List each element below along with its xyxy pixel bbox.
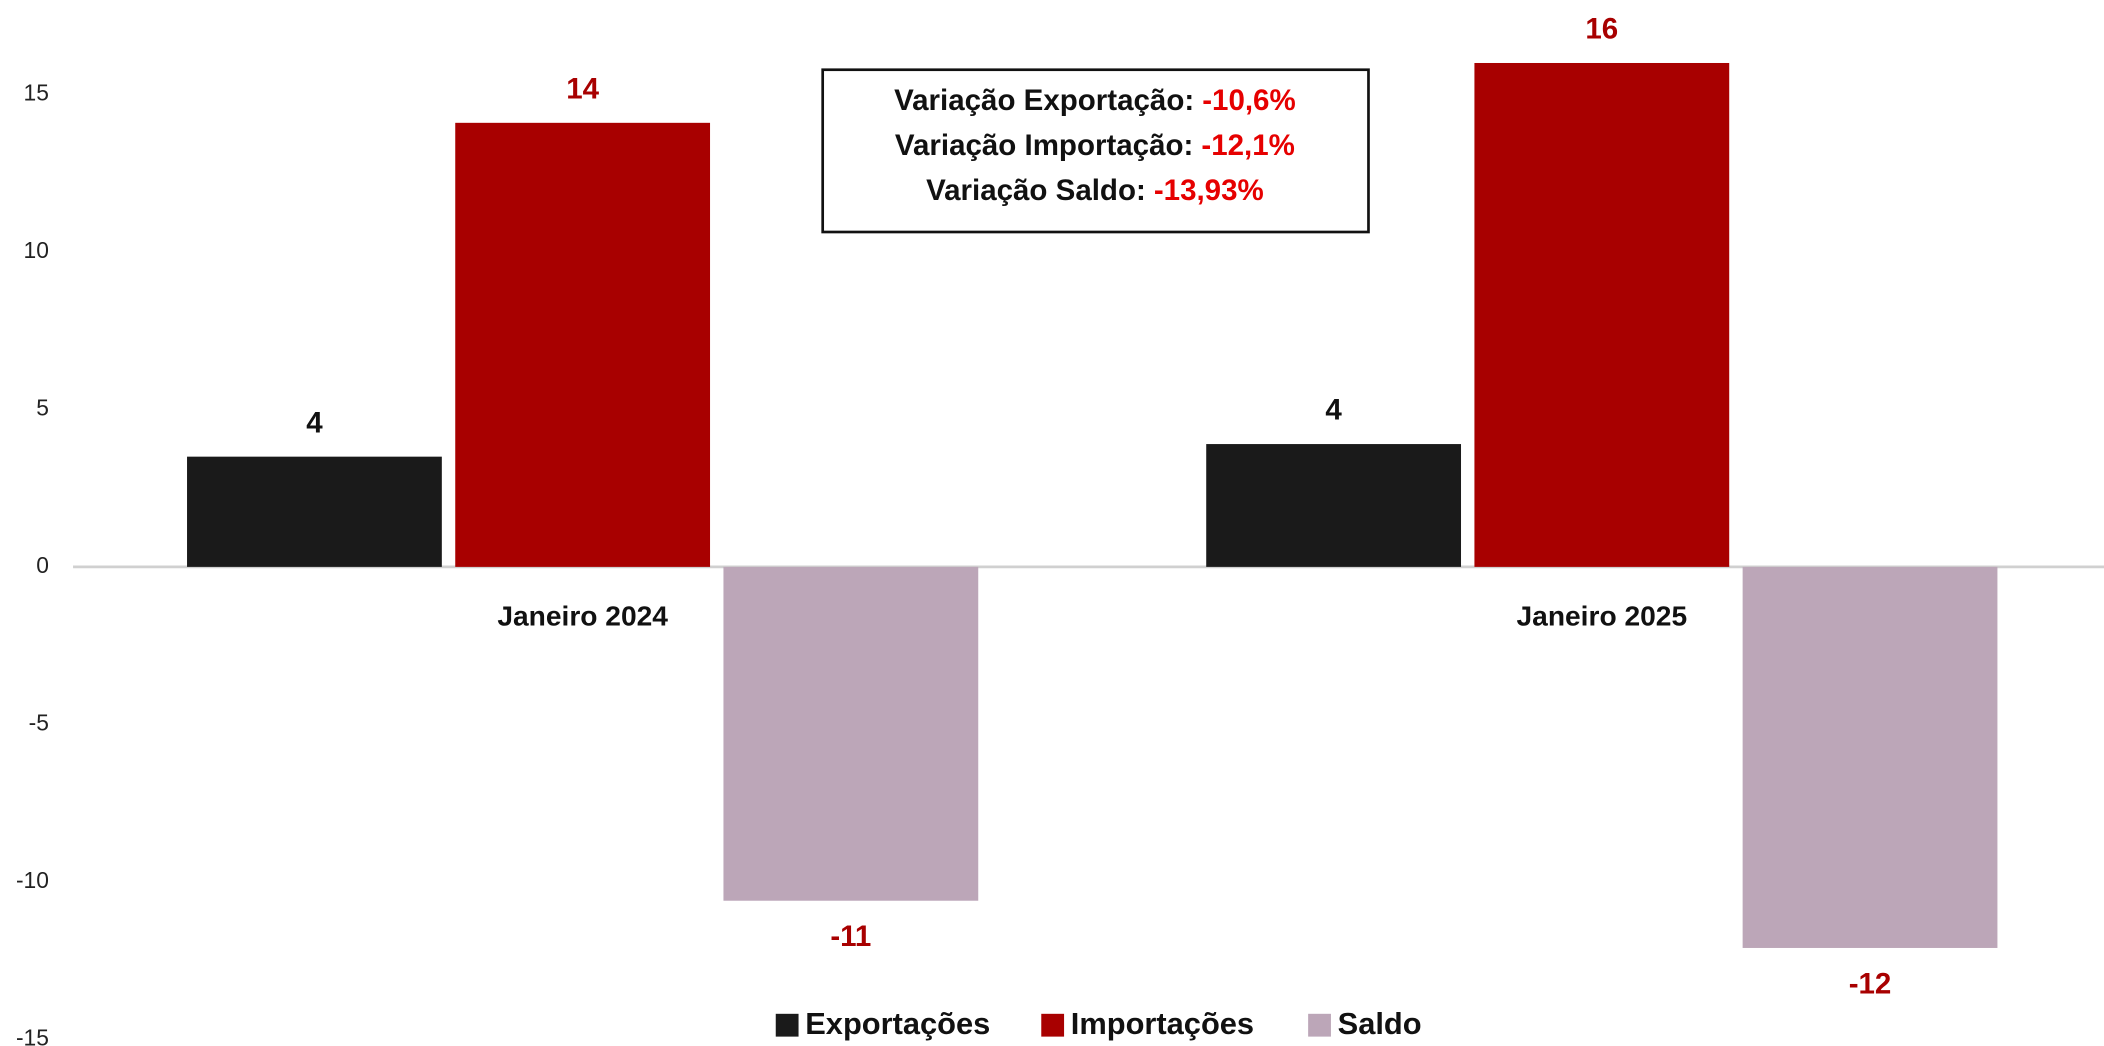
bar [723,566,979,901]
y-tick-label: 15 [24,79,49,105]
y-tick-label: 5 [36,394,49,420]
annotation-label: Variação Exportação: [894,84,1194,117]
data-label: -12 [1849,967,1892,1000]
annotation: Variação Exportação: -10,6% [894,84,1296,117]
data-label: 16 [1585,13,1618,46]
annotation-value: -12,1% [1201,129,1294,162]
legend-label: Saldo [1338,1006,1422,1041]
bar [1206,444,1462,567]
y-tick-label: -5 [29,709,49,735]
data-label: 14 [566,72,599,105]
y-tick-label: -10 [16,867,49,893]
annotation-value: -10,6% [1202,84,1295,117]
legend-swatch [1308,1013,1331,1037]
annotation: Variação Importação: -12,1% [895,129,1295,162]
data-label: 4 [306,406,323,439]
data-label: 4 [1325,394,1342,427]
bar [187,456,442,567]
legend-swatch [1041,1013,1065,1037]
annotation-value: -13,93% [1154,174,1264,207]
legend-label: Exportações [805,1006,990,1041]
y-tick-label: 0 [36,552,49,578]
bar [1742,566,1998,948]
data-label: -11 [830,920,871,953]
legend-swatch [775,1013,799,1037]
y-tick-label: -15 [16,1024,49,1046]
legend-label: Importações [1071,1006,1254,1041]
annotation: Variação Saldo: -13,93% [926,174,1264,207]
x-tick-label: Janeiro 2025 [1517,600,1688,631]
x-tick-label: Janeiro 2024 [497,600,668,631]
annotation-label: Variação Importação: [895,129,1193,162]
bar [1474,62,1730,567]
annotation-label: Variação Saldo: [926,174,1146,207]
bar [455,122,711,567]
annotation-box [821,68,1370,234]
y-tick-label: 10 [24,237,49,263]
